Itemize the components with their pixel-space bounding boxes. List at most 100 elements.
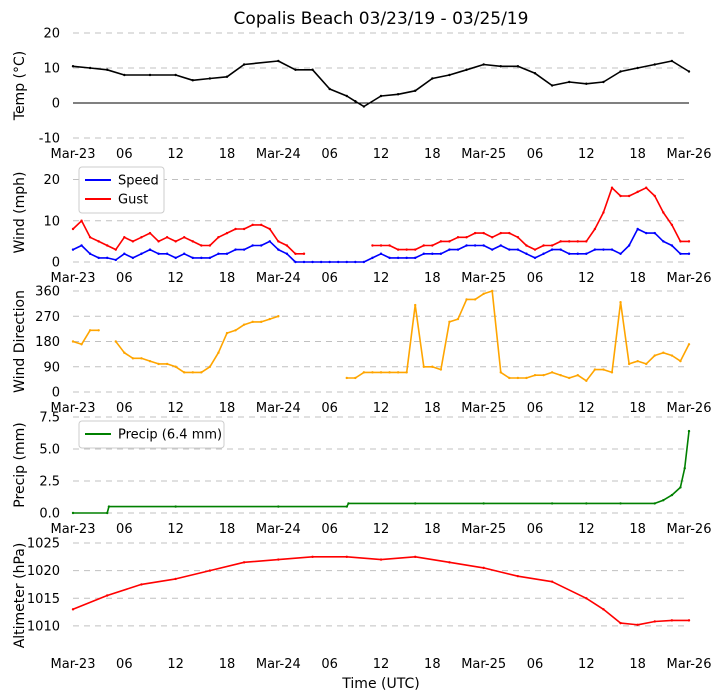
x-tick-label: 18 — [629, 147, 646, 162]
data-point — [414, 248, 417, 251]
x-tick-label: 18 — [219, 271, 236, 286]
data-point — [585, 379, 588, 382]
data-point — [516, 65, 520, 68]
data-point — [653, 231, 656, 235]
data-point — [208, 244, 212, 247]
x-tick-label: Mar-24 — [256, 271, 301, 286]
y-tick-label: 1015 — [27, 592, 60, 607]
data-point — [491, 236, 494, 239]
data-point — [311, 555, 314, 559]
legend-label: Precip (6.4 mm) — [118, 428, 222, 443]
data-point — [200, 244, 203, 247]
x-tick-label: Mar-25 — [461, 271, 506, 286]
data-point — [354, 260, 357, 264]
data-point — [379, 371, 383, 374]
data-point — [687, 70, 691, 73]
data-point — [610, 248, 614, 251]
x-tick-label: 06 — [527, 522, 544, 537]
data-point — [550, 248, 554, 251]
data-point — [225, 331, 229, 335]
y-tick-label: 1010 — [27, 619, 60, 634]
data-point — [683, 467, 686, 470]
data-point — [123, 351, 126, 354]
data-point — [473, 244, 477, 247]
data-point — [550, 580, 554, 583]
data-point — [516, 248, 520, 251]
y-tick-label: 10 — [43, 62, 60, 77]
data-point — [687, 429, 691, 433]
data-point — [294, 68, 297, 71]
data-point — [422, 365, 425, 368]
data-point — [114, 248, 117, 251]
data-point — [568, 252, 571, 255]
x-tick-label: 12 — [167, 657, 184, 672]
data-point — [302, 252, 306, 255]
x-tick-label: 12 — [167, 401, 184, 416]
x-tick-label: 18 — [219, 522, 236, 537]
data-point — [414, 502, 417, 505]
data-point — [619, 252, 622, 255]
y-tick-label: -10 — [39, 132, 60, 147]
data-point — [533, 256, 537, 260]
x-tick-label: 12 — [167, 522, 184, 537]
data-point — [174, 240, 177, 243]
data-point — [525, 244, 528, 247]
data-point — [311, 260, 314, 264]
data-point — [593, 248, 597, 251]
data-point — [88, 329, 92, 332]
data-point — [653, 63, 656, 66]
x-tick-label: 12 — [373, 401, 390, 416]
data-point — [576, 240, 579, 243]
data-point — [328, 87, 331, 91]
data-point — [131, 357, 135, 360]
data-point — [456, 317, 460, 321]
data-point — [260, 244, 263, 247]
data-point — [362, 105, 366, 108]
data-point — [260, 223, 263, 227]
panel-wind: 0 10 20 Wind (mph) Mar-23 06 12 18 Mar-24 06 12 18 M… — [12, 166, 711, 286]
x-tick-label: Mar-25 — [461, 401, 506, 416]
data-point — [533, 248, 537, 251]
x-tick-label: Mar-23 — [51, 401, 96, 416]
data-point — [268, 317, 271, 321]
data-point — [71, 608, 75, 611]
data-point — [602, 608, 605, 611]
data-point — [448, 561, 451, 564]
data-point — [439, 252, 443, 255]
data-point — [242, 227, 246, 231]
data-point — [311, 68, 314, 71]
data-point — [448, 320, 451, 324]
data-point — [465, 236, 468, 239]
x-tick-label: Mar-26 — [667, 147, 712, 162]
data-point — [585, 240, 588, 243]
data-point — [593, 227, 597, 231]
data-point — [662, 351, 665, 354]
series-line-direction — [72, 290, 690, 382]
data-point — [602, 368, 605, 371]
y-tick-label: 270 — [35, 310, 60, 325]
data-point — [191, 79, 194, 82]
data-point — [106, 511, 109, 515]
data-point — [174, 73, 177, 77]
data-point — [602, 248, 605, 251]
data-point — [550, 502, 554, 505]
data-point — [508, 376, 511, 380]
data-point — [277, 558, 280, 561]
data-point — [499, 371, 502, 374]
data-point — [414, 89, 417, 92]
y-tick-label: 360 — [35, 285, 60, 300]
data-point — [234, 248, 237, 251]
data-point — [106, 256, 109, 260]
data-point — [114, 258, 117, 262]
data-point — [550, 84, 554, 87]
x-tick-label: 12 — [373, 522, 390, 537]
data-point — [388, 256, 391, 260]
data-point — [602, 211, 605, 214]
data-point — [465, 298, 468, 301]
data-point — [431, 77, 434, 80]
data-point — [174, 365, 177, 368]
data-point — [217, 252, 220, 255]
x-tick-label: Mar-26 — [667, 657, 712, 672]
x-tick-label: 18 — [424, 271, 441, 286]
